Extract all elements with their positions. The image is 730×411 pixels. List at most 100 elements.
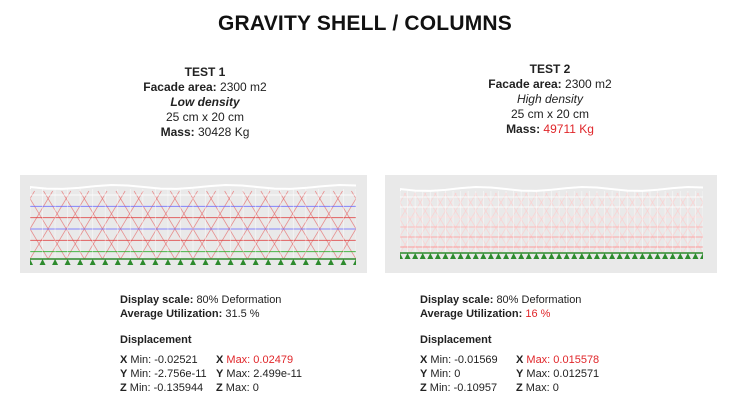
support-icon bbox=[190, 259, 196, 265]
support-icon bbox=[700, 253, 703, 259]
diagonal-member bbox=[242, 190, 284, 260]
support-icon bbox=[571, 253, 578, 259]
diagonal-member bbox=[30, 228, 49, 260]
diagonal-member bbox=[30, 197, 67, 260]
test-2-z-max: Z Max: 0 bbox=[516, 382, 559, 394]
diagonal-member bbox=[702, 252, 703, 253]
test-1-mass: Mass: 30428 Kg bbox=[160, 125, 250, 139]
diagonal-member bbox=[188, 190, 230, 260]
diagonal-member bbox=[79, 190, 121, 260]
support-icon bbox=[340, 259, 347, 265]
test-2-y-min: Y Min: 0 bbox=[420, 368, 461, 380]
test-2-heading: TEST 2 bbox=[529, 62, 571, 76]
diagonal-member bbox=[686, 192, 703, 221]
diagonal-member bbox=[355, 258, 356, 259]
support-icon bbox=[624, 253, 631, 259]
diagonal-member bbox=[400, 235, 411, 254]
diagonal-member bbox=[385, 193, 396, 253]
support-icon bbox=[442, 253, 449, 259]
diagonal-member bbox=[713, 193, 717, 253]
diagonal-member bbox=[470, 192, 508, 254]
support-icon bbox=[30, 259, 33, 265]
test-1-render bbox=[20, 175, 367, 273]
test-2-display-scale: Display scale: 80% Deformation bbox=[420, 294, 582, 306]
support-icon bbox=[586, 253, 593, 259]
diagonal-member bbox=[83, 190, 126, 260]
diagonal-member bbox=[224, 190, 266, 260]
test-2-y-max: Y Max: 0.012571 bbox=[516, 368, 600, 380]
support-icon bbox=[215, 259, 222, 265]
support-icon bbox=[152, 259, 159, 265]
support-icon bbox=[302, 259, 309, 265]
frame-group bbox=[385, 185, 717, 259]
test-1-avg-utilization: Average Utilization: 31.5 % bbox=[120, 308, 260, 320]
shell-top-line bbox=[400, 185, 703, 192]
test-1-density: Low density bbox=[170, 95, 240, 109]
test-1-y-max: Y Max: 2.499e-11 bbox=[216, 368, 303, 380]
test-2-render bbox=[385, 175, 717, 273]
support-icon bbox=[540, 253, 547, 259]
diagonal-member bbox=[30, 258, 31, 259]
support-icon bbox=[400, 253, 403, 259]
diagonal-member bbox=[169, 190, 212, 260]
diagonal-member bbox=[707, 193, 717, 253]
diagonal-member bbox=[500, 192, 538, 254]
support-icon bbox=[202, 259, 209, 265]
support-icon bbox=[77, 259, 84, 265]
diagonal-member bbox=[319, 197, 356, 260]
support-icon bbox=[177, 259, 184, 265]
support-icon bbox=[114, 259, 121, 265]
diagonal-member bbox=[138, 190, 180, 260]
diagonal-member bbox=[206, 190, 248, 260]
support-icon bbox=[556, 253, 563, 259]
support-icon bbox=[427, 253, 434, 259]
diagonal-member bbox=[47, 190, 90, 260]
test-2-info: TEST 2 Facade area: 2300 m2 High density… bbox=[430, 62, 670, 137]
diagonal-member bbox=[174, 190, 217, 260]
diagonal-member bbox=[621, 192, 659, 254]
diagonal-member bbox=[696, 192, 703, 204]
support-icon bbox=[39, 259, 46, 265]
support-icon bbox=[419, 253, 426, 259]
support-icon bbox=[510, 253, 517, 259]
support-icon bbox=[52, 259, 59, 265]
diagonal-member bbox=[283, 190, 325, 260]
support-icon bbox=[89, 259, 96, 265]
diagonal-member bbox=[591, 192, 629, 254]
support-icon bbox=[450, 253, 457, 259]
diagonal-member bbox=[385, 193, 390, 253]
test-1-x-min: X Min: -0.02521 bbox=[120, 354, 198, 366]
diagonal-member bbox=[210, 190, 253, 260]
diagonal-member bbox=[400, 252, 401, 253]
support-icon bbox=[465, 253, 472, 259]
test-1-section: 25 cm x 20 cm bbox=[165, 110, 245, 124]
support-icon bbox=[631, 253, 638, 259]
test-2-avg-utilization: Average Utilization: 16 % bbox=[420, 308, 551, 320]
diagonal-member bbox=[156, 190, 198, 260]
diagonal-member bbox=[474, 192, 512, 254]
support-icon bbox=[646, 253, 653, 259]
diagonal-member bbox=[115, 190, 158, 260]
support-icon bbox=[533, 253, 540, 259]
support-icon bbox=[578, 253, 585, 259]
test-1-stats: Display scale: 80% Deformation Average U… bbox=[120, 293, 370, 395]
diagonal-member bbox=[414, 192, 451, 254]
support-icon bbox=[412, 253, 419, 259]
support-icon bbox=[593, 253, 600, 259]
support-icon bbox=[684, 253, 691, 259]
support-icon bbox=[457, 253, 464, 259]
test-2-displacement-grid: X Min: -0.01569 X Max: 0.015578 Y Min: 0… bbox=[420, 353, 670, 395]
support-icon bbox=[518, 253, 525, 259]
test-1-y-min: Y Min: -2.756e-11 bbox=[120, 368, 207, 380]
test-1-heading: TEST 1 bbox=[184, 65, 226, 79]
support-icon bbox=[692, 253, 699, 259]
test-1-z-max: Z Max: 0 bbox=[216, 382, 259, 394]
diagonal-member bbox=[530, 192, 568, 254]
diagonal-member bbox=[296, 190, 339, 260]
support-icon bbox=[616, 253, 623, 259]
support-icon bbox=[139, 259, 146, 265]
test-1-x-max: X Max: 0.02479 bbox=[216, 354, 294, 366]
support-icon bbox=[525, 253, 532, 259]
diagonal-member bbox=[440, 192, 477, 254]
diagonal-member bbox=[505, 192, 542, 254]
